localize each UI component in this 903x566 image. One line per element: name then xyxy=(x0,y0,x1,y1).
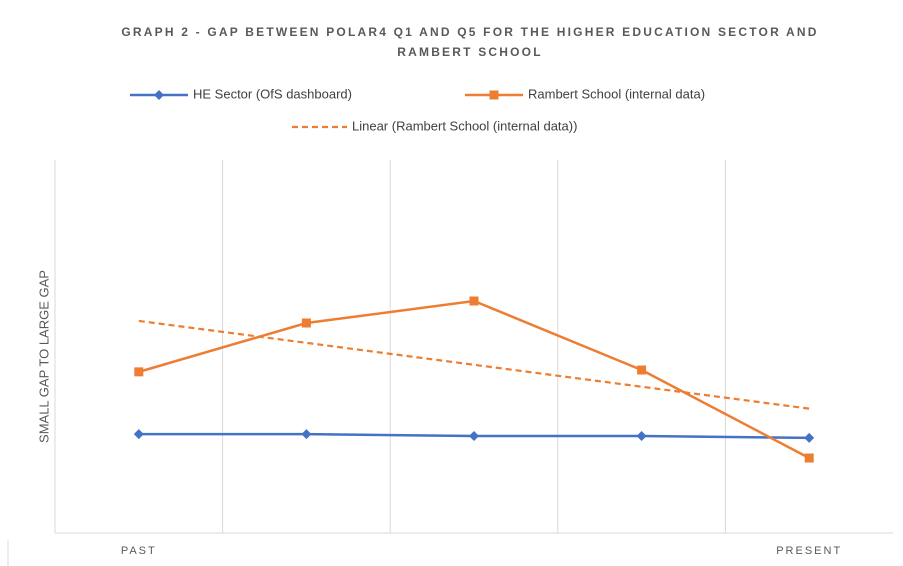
data-point xyxy=(301,318,311,328)
chart-title: GRAPH 2 - GAP BETWEEN POLAR4 Q1 AND Q5 F… xyxy=(121,25,819,59)
trendline xyxy=(138,319,810,410)
data-point xyxy=(804,453,814,463)
data-point xyxy=(637,365,647,375)
data-point xyxy=(804,432,815,443)
y-axis-label: SMALL GAP TO LARGE GAP xyxy=(36,270,51,443)
x-tick-label: PRESENT xyxy=(776,545,842,557)
legend-label: HE Sector (OfS dashboard) xyxy=(193,86,352,101)
data-point xyxy=(133,429,144,440)
legend-label: Linear (Rambert School (internal data)) xyxy=(352,118,577,133)
data-point xyxy=(489,90,499,100)
data-point xyxy=(134,367,144,377)
data-point xyxy=(301,429,312,440)
data-point xyxy=(469,296,479,306)
legend-label: Rambert School (internal data) xyxy=(528,86,705,101)
data-point xyxy=(636,431,647,442)
data-point xyxy=(154,90,164,100)
x-tick-label: PAST xyxy=(121,545,157,557)
data-point xyxy=(469,431,479,442)
